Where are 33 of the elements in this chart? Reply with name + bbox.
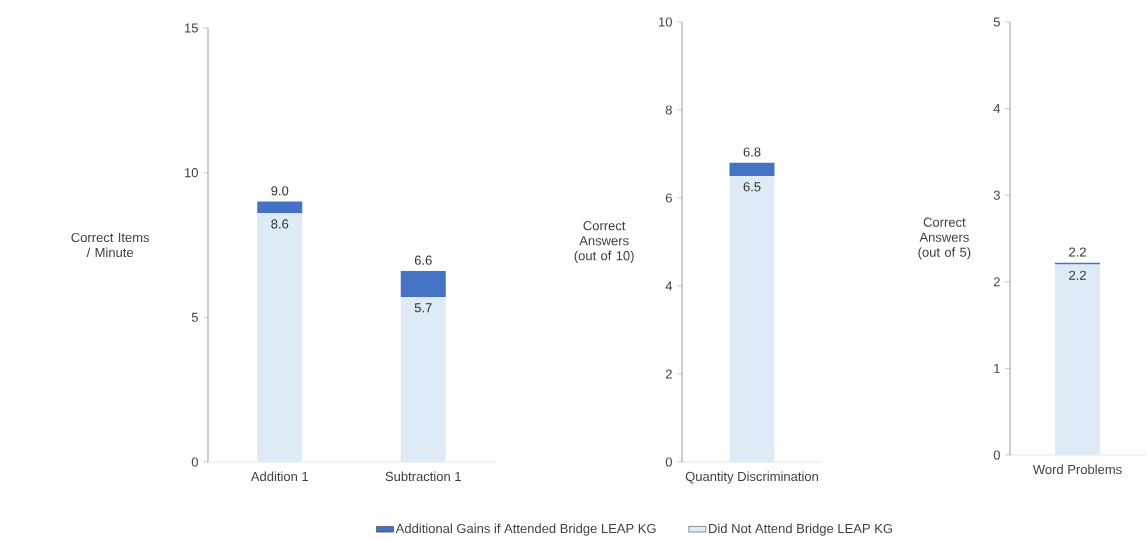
data-label: 2.2 [1069, 270, 1086, 280]
y-tick-label: 0 [993, 450, 1000, 460]
y-tick-label: 5 [191, 312, 198, 322]
y-tick-label: 2 [993, 277, 1000, 287]
y-tick-label: 2 [665, 369, 672, 379]
y-axis-title: Correct Answers (out of 10) [574, 221, 634, 263]
data-label: 6.5 [743, 182, 761, 192]
y-axis-title: Correct Answers (out of 5) [918, 217, 971, 260]
data-label: 8.6 [271, 219, 289, 229]
total-label: 6.8 [743, 147, 761, 157]
y-tick-label: 10 [659, 17, 672, 27]
y-tick-label: 1 [994, 363, 1000, 373]
y-tick-label: 8 [665, 105, 672, 115]
data-label: 5.7 [414, 303, 432, 313]
y-tick-label: 5 [993, 17, 1000, 27]
x-tick-label: Quantity Discrimination [685, 471, 818, 484]
y-tick-label: 10 [185, 168, 198, 178]
total-label: 9.0 [271, 186, 289, 196]
legend-label: Did Not Attend Bridge LEAP KG [709, 523, 893, 536]
y-tick-label: 15 [185, 23, 198, 33]
x-tick-label: Subtraction 1 [385, 471, 461, 482]
y-tick-label: 6 [665, 193, 672, 203]
y-tick-label: 4 [993, 104, 1001, 114]
y-tick-label: 3 [993, 190, 1000, 200]
x-tick-label: Addition 1 [250, 471, 309, 482]
y-tick-label: 0 [191, 457, 198, 467]
total-label: 2.2 [1069, 247, 1086, 257]
legend-label: Additional Gains if Attended Bridge LEAP KG [395, 523, 656, 536]
y-axis-title: Correct Items / Minute [71, 232, 150, 258]
total-label: 6.6 [414, 255, 432, 265]
x-tick-label: Word Problems [1032, 464, 1122, 475]
y-tick-label: 0 [665, 457, 672, 467]
y-tick-label: 4 [665, 281, 673, 291]
